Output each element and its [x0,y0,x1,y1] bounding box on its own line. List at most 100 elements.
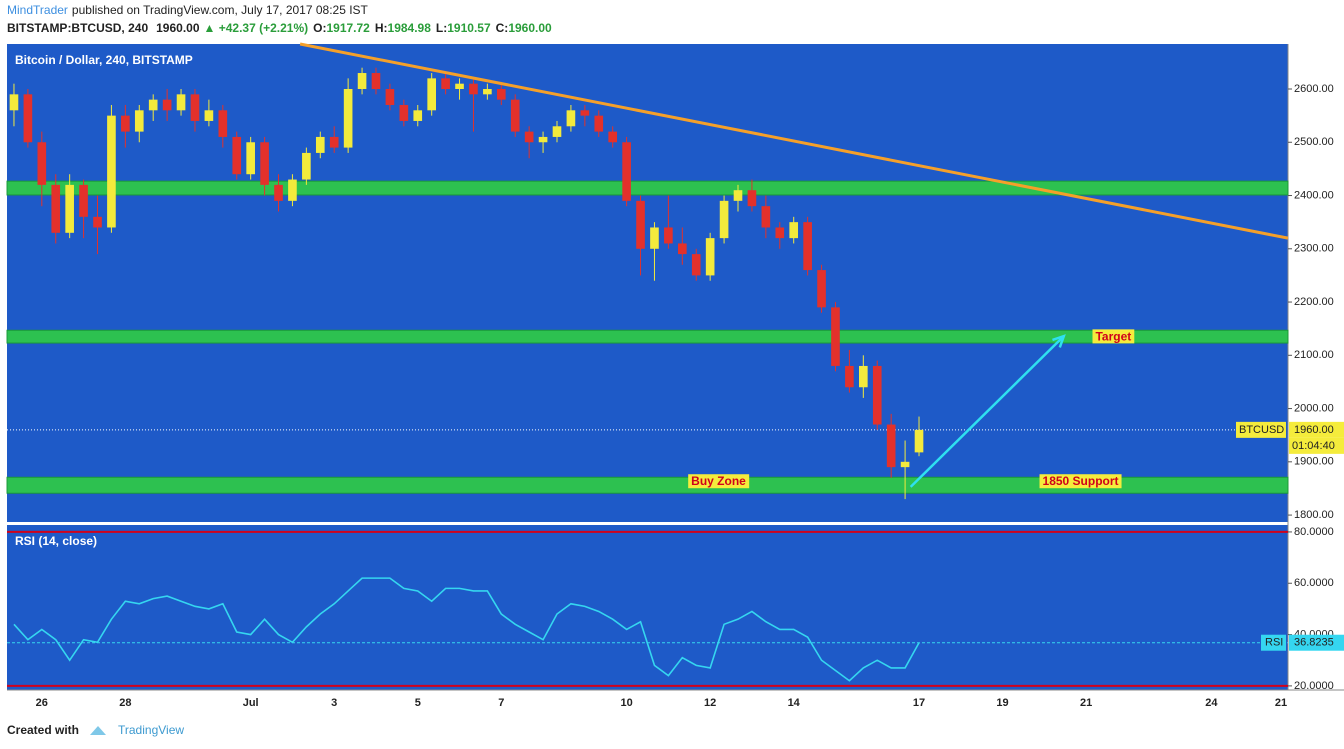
x-tick-label: 5 [415,697,421,709]
candle-body [441,78,450,90]
x-tick-label: 14 [788,697,801,709]
arrow-head [1052,334,1066,348]
candle-body [288,179,297,201]
x-tick-label: 17 [913,697,925,709]
zone [6,180,1289,196]
candle-body [148,99,158,111]
candle-body [260,142,269,185]
created-with: Created with [7,723,79,737]
candle-body [302,152,311,180]
candle-body [218,110,228,137]
o-label: O: [313,21,326,35]
candle-body [552,126,562,137]
candle-body [831,307,840,366]
rsi-line [13,577,920,682]
author[interactable]: MindTrader [7,3,68,17]
x-tick-label: 24 [1205,697,1218,709]
candle-body [691,254,701,276]
candle-body [789,222,799,239]
candle-body [733,190,743,201]
x-tick-label: 28 [119,697,131,709]
candle-body [900,461,910,468]
annotation: 1850 Support [1043,474,1119,488]
candle-body [483,89,492,95]
candle-body [315,136,325,153]
candle-body [93,216,102,228]
candle-body [176,94,186,111]
x-tick-label: 12 [704,697,716,709]
candle-body [399,104,409,121]
candle-body [232,136,242,175]
close: 1960.00 [508,21,552,35]
x-tick-label: 19 [996,697,1008,709]
candle-body [747,190,757,207]
candle-body [455,83,464,90]
candle-body [622,142,631,201]
candle-body [886,424,896,468]
candle-body [803,222,812,271]
x-tick-label: 10 [620,697,632,709]
candle-body [817,270,826,308]
candle-body [705,238,715,276]
y-tick-label: 2400.00 [1294,189,1334,201]
x-tick-label: 21 [1080,697,1092,709]
x-tick-label: 3 [331,697,337,709]
annotation: Target [1095,329,1131,343]
candle-body [204,110,214,121]
candle-body [274,184,283,201]
rsi-name: RSI [1265,637,1283,649]
countdown-box [1289,437,1344,454]
brand[interactable]: TradingView [118,723,184,737]
candle-body [246,142,255,175]
annotation: Buy Zone [691,474,746,488]
zone [6,329,1289,344]
y-tick-label: 2100.00 [1294,349,1334,361]
rsi-tick-label: 60.0000 [1294,577,1334,589]
candle-body [538,136,548,143]
change: ▲ +42.37 (+2.21%) [204,21,309,35]
countdown: 01:04:40 [1292,440,1335,452]
symbol-line: BITSTAMP:BTCUSD, 240 1960.00 ▲ +42.37 (+2.… [7,21,552,35]
candle-body [79,184,88,217]
y-tick-label: 2000.00 [1294,402,1334,414]
annotation-bg [688,474,750,489]
candle-body [385,89,395,105]
candle-body [357,73,367,90]
rsi-title: RSI (14, close) [15,534,97,548]
zone [6,476,1289,494]
annotation-bg [1039,474,1122,489]
last-price-box [1289,421,1344,438]
candle-body [51,184,61,233]
candle-body [664,227,673,244]
candle-body [329,136,339,148]
candle-body [37,142,47,185]
candle-body [469,83,478,95]
last-price-label: 1960.00 [1294,424,1334,436]
annotation-bg [1092,329,1135,344]
candle-body [775,227,785,239]
x-tick-label: 7 [498,697,504,709]
candle-body [845,365,854,388]
brand-icon [90,726,106,735]
candle-body [872,365,882,425]
candle-body [65,184,74,233]
y-tick-label: 1800.00 [1294,509,1334,521]
symbol-box [1236,421,1286,438]
open: 1917.72 [326,21,370,35]
rsi-last-box [1289,634,1344,651]
high: 1984.98 [388,21,432,35]
candle-body [594,115,604,132]
candle-body [566,110,576,127]
rsi-tick-label: 80.0000 [1294,526,1334,538]
symbol-label: BTCUSD [1239,424,1284,436]
rsi-name-box [1261,634,1286,651]
rsi-tick-label: 20.0000 [1294,680,1334,692]
candle-body [580,110,590,116]
candle-body [524,131,534,143]
candle-body [761,206,771,228]
candle-body [121,115,130,132]
h-label: H: [375,21,388,35]
published: published on TradingView.com, July 17, 2… [72,3,369,17]
candle-body [427,78,436,111]
candle-body [413,110,423,121]
